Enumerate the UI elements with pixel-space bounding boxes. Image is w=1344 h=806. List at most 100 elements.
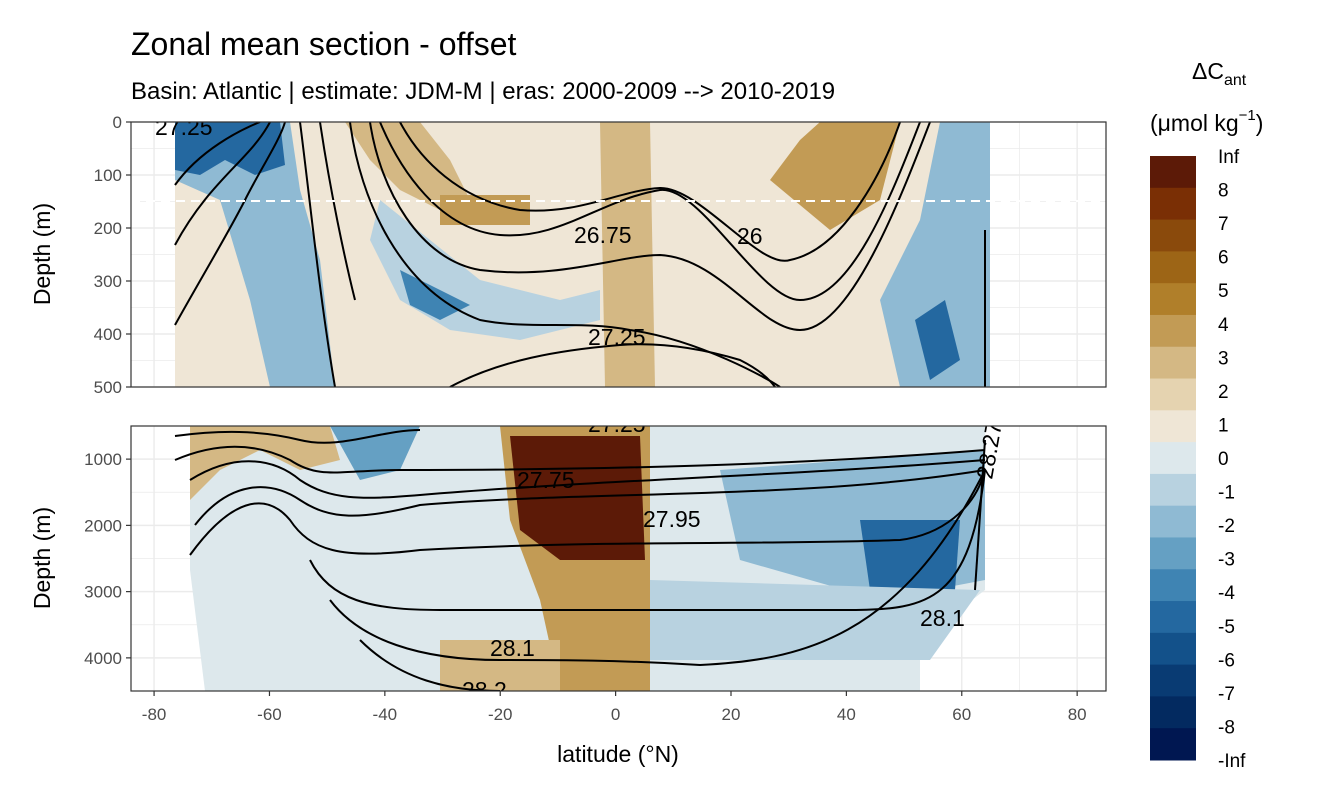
upper-contour-label: 26.75 — [574, 222, 632, 248]
legend-break-label: 8 — [1218, 181, 1229, 202]
upper-contour-line — [369, 122, 931, 332]
legend-swatch — [1150, 696, 1196, 729]
upper-contour-label: 27.25 — [155, 114, 213, 140]
x-tick-label: 20 — [722, 705, 741, 724]
legend-swatch — [1150, 346, 1196, 380]
x-tick-label: -20 — [488, 705, 513, 724]
legend-break-label: -3 — [1218, 550, 1235, 571]
lower-panel-border — [130, 425, 1107, 692]
y-tick-label: 500 — [94, 378, 122, 397]
legend-break-label: 1 — [1218, 415, 1229, 436]
lower-panel-field: 27.25 27.75 27.95 28.1 28.1 28.2 28.27 — [174, 411, 1007, 703]
lower-contour-line — [974, 439, 986, 591]
upper-field-north-atlantic-blue — [880, 122, 990, 387]
lower-y-axis-label: Depth (m) — [29, 507, 55, 609]
x-tick-label: -80 — [142, 705, 167, 724]
upper-field-southern-brown — [345, 122, 470, 210]
x-tick-label: 60 — [952, 705, 971, 724]
y-tick-label: 0 — [113, 113, 122, 132]
legend-labels: Inf 8 7 6 5 4 3 2 1 0 -1 -2 -3 -4 -5 -6 -7 -8 -Inf — [1218, 147, 1246, 772]
legend-break-label: 6 — [1218, 248, 1229, 269]
upper-contour-line — [319, 122, 356, 301]
legend-break-label: -Inf — [1218, 751, 1246, 772]
lower-contour-label: 28.1 — [920, 605, 965, 631]
upper-y-axis-label: Depth (m) — [29, 203, 55, 305]
lower-contour-label: 27.95 — [643, 506, 701, 532]
x-tick-label: 40 — [837, 705, 856, 724]
lower-contour-line — [174, 429, 421, 444]
upper-contour-line — [174, 122, 271, 246]
upper-field-equator-brown — [600, 122, 655, 387]
lower-contour-label: 27.75 — [517, 467, 575, 493]
legend-break-label: -6 — [1218, 650, 1235, 671]
x-tick-label: 80 — [1068, 705, 1087, 724]
lower-y-axis: 1000 2000 3000 4000 — [84, 450, 131, 668]
upper-contour-line — [449, 343, 776, 387]
upper-contour-line — [399, 122, 901, 262]
y-tick-label: 400 — [94, 325, 122, 344]
legend-swatch — [1150, 251, 1196, 284]
lower-contour-line — [309, 469, 986, 612]
lower-contour-line — [194, 469, 986, 526]
legend-swatch — [1150, 442, 1196, 475]
legend-break-label: -8 — [1218, 717, 1235, 738]
legend-swatch — [1150, 219, 1196, 252]
upper-contours — [174, 122, 986, 387]
y-tick-label: 2000 — [84, 516, 122, 535]
upper-contour-label: 26 — [737, 223, 763, 249]
lower-field-abyssal-blue — [650, 580, 980, 660]
legend-break-label: 5 — [1218, 281, 1229, 302]
lower-contour-line — [329, 469, 986, 667]
legend-break-label: -7 — [1218, 684, 1235, 705]
legend-swatch — [1150, 378, 1196, 411]
y-tick-label: 200 — [94, 219, 122, 238]
y-tick-label: 4000 — [84, 649, 122, 668]
legend-swatch — [1150, 664, 1196, 697]
chart-subtitle: Basin: Atlantic | estimate: JDM-M | eras… — [131, 78, 835, 105]
x-axis: -80 -60 -40 -20 0 20 40 60 80 — [142, 691, 1087, 724]
y-tick-label: 1000 — [84, 450, 122, 469]
legend-break-label: 2 — [1218, 382, 1229, 403]
legend-colorbar — [1150, 156, 1196, 761]
legend-swatch — [1150, 505, 1196, 538]
legend-swatch — [1150, 537, 1196, 570]
upper-panel-border — [130, 121, 1107, 388]
legend-swatch — [1150, 473, 1196, 507]
x-tick-label: 0 — [611, 705, 620, 724]
legend-swatch — [1150, 187, 1196, 221]
lower-panel: 27.25 27.75 27.95 28.1 28.1 28.2 28.27 1… — [84, 411, 1107, 703]
upper-y-axis: 0 100 200 300 400 500 — [94, 113, 131, 397]
upper-field-north-atlantic-dark-blue — [915, 300, 960, 380]
y-tick-label: 100 — [94, 166, 122, 185]
y-tick-label: 300 — [94, 272, 122, 291]
legend-swatch — [1150, 314, 1196, 348]
upper-contour-line — [379, 122, 921, 302]
lower-contour-label: 28.1 — [490, 635, 535, 661]
legend-title: ΔCant — [1192, 58, 1247, 89]
lower-contour-label: 27.25 — [588, 411, 646, 437]
legend-swatch — [1150, 410, 1196, 443]
legend-break-label: 3 — [1218, 348, 1229, 369]
y-tick-label: 3000 — [84, 583, 122, 602]
legend-break-label: 0 — [1218, 449, 1229, 470]
x-tick-label: -60 — [257, 705, 282, 724]
upper-contour-line — [174, 122, 261, 186]
upper-field-northern-brown — [770, 122, 900, 230]
lower-field-southern-brown — [190, 426, 340, 500]
legend-swatch — [1150, 632, 1196, 666]
legend-break-label: 4 — [1218, 315, 1229, 336]
legend-unit: (μmol kg−1) — [1150, 107, 1263, 136]
legend-break-label: -4 — [1218, 583, 1235, 604]
lower-contours — [174, 429, 986, 691]
upper-contour-label: 27.25 — [588, 324, 646, 350]
lower-contour-label: 28.2 — [462, 677, 507, 703]
upper-contour-line — [349, 122, 781, 387]
lower-contour-line — [189, 459, 986, 499]
upper-panel: 27.25 26.75 26 27.25 0 100 200 300 400 500 — [94, 113, 1107, 397]
legend-break-label: Inf — [1218, 147, 1240, 168]
legend-break-label: -5 — [1218, 617, 1235, 638]
upper-field-southern-dark-blue — [175, 122, 285, 175]
x-tick-label: -40 — [373, 705, 398, 724]
